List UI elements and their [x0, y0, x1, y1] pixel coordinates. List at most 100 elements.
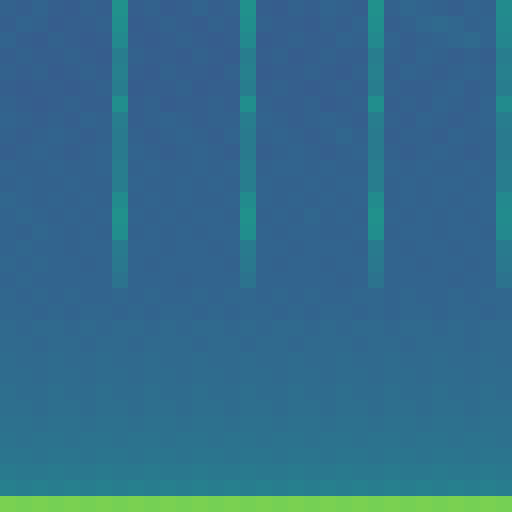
cell	[416, 80, 432, 96]
cell	[256, 208, 272, 224]
cell	[272, 272, 288, 288]
cell	[480, 480, 496, 496]
cell	[48, 416, 64, 432]
cell	[304, 496, 320, 512]
cell	[384, 496, 400, 512]
cell	[368, 448, 384, 464]
cell	[112, 208, 128, 224]
cell	[480, 208, 496, 224]
cell	[240, 336, 256, 352]
cell	[208, 80, 224, 96]
cell	[32, 288, 48, 304]
cell	[208, 128, 224, 144]
cell	[320, 288, 336, 304]
cell	[112, 304, 128, 320]
cell	[368, 224, 384, 240]
cell	[416, 480, 432, 496]
cell	[96, 272, 112, 288]
cell	[96, 368, 112, 384]
cell	[0, 112, 16, 128]
cell	[80, 256, 96, 272]
cell	[384, 336, 400, 352]
cell	[80, 16, 96, 32]
cell	[464, 128, 480, 144]
cell	[480, 384, 496, 400]
cell	[448, 320, 464, 336]
cell	[208, 480, 224, 496]
cell	[416, 464, 432, 480]
cell	[64, 224, 80, 240]
cell	[208, 384, 224, 400]
cell	[480, 128, 496, 144]
cell	[304, 16, 320, 32]
cell	[400, 432, 416, 448]
cell	[80, 192, 96, 208]
cell	[384, 80, 400, 96]
cell	[352, 336, 368, 352]
cell	[192, 288, 208, 304]
cell	[272, 64, 288, 80]
cell	[160, 272, 176, 288]
cell	[464, 416, 480, 432]
cell	[176, 368, 192, 384]
cell	[400, 256, 416, 272]
cell	[32, 304, 48, 320]
cell	[160, 144, 176, 160]
cell	[448, 336, 464, 352]
cell	[224, 112, 240, 128]
cell	[320, 496, 336, 512]
cell	[480, 240, 496, 256]
cell	[304, 448, 320, 464]
cell	[352, 16, 368, 32]
cell	[320, 224, 336, 240]
cell	[416, 144, 432, 160]
cell	[128, 208, 144, 224]
cell	[496, 80, 512, 96]
cell	[352, 32, 368, 48]
cell	[240, 256, 256, 272]
cell	[240, 288, 256, 304]
cell	[384, 384, 400, 400]
cell	[64, 208, 80, 224]
cell	[224, 16, 240, 32]
cell	[0, 352, 16, 368]
cell	[240, 224, 256, 240]
cell	[64, 240, 80, 256]
cell	[176, 32, 192, 48]
cell	[448, 464, 464, 480]
cell	[128, 304, 144, 320]
cell	[32, 80, 48, 96]
cell	[320, 80, 336, 96]
cell	[352, 112, 368, 128]
cell	[304, 64, 320, 80]
cell	[32, 0, 48, 16]
cell	[0, 144, 16, 160]
cell	[32, 48, 48, 64]
cell	[32, 480, 48, 496]
cell	[272, 224, 288, 240]
cell	[32, 384, 48, 400]
cell	[208, 144, 224, 160]
cell	[320, 480, 336, 496]
cell	[80, 80, 96, 96]
cell	[224, 240, 240, 256]
cell	[416, 192, 432, 208]
cell	[208, 192, 224, 208]
cell	[64, 32, 80, 48]
cell	[400, 448, 416, 464]
cell	[112, 192, 128, 208]
cell	[16, 16, 32, 32]
cell	[496, 336, 512, 352]
cell	[256, 112, 272, 128]
cell	[400, 48, 416, 64]
cell	[288, 80, 304, 96]
cell	[240, 48, 256, 64]
cell	[336, 304, 352, 320]
cell	[288, 176, 304, 192]
cell	[368, 96, 384, 112]
cell	[176, 336, 192, 352]
cell	[208, 256, 224, 272]
cell	[464, 80, 480, 96]
cell	[320, 256, 336, 272]
cell	[160, 256, 176, 272]
